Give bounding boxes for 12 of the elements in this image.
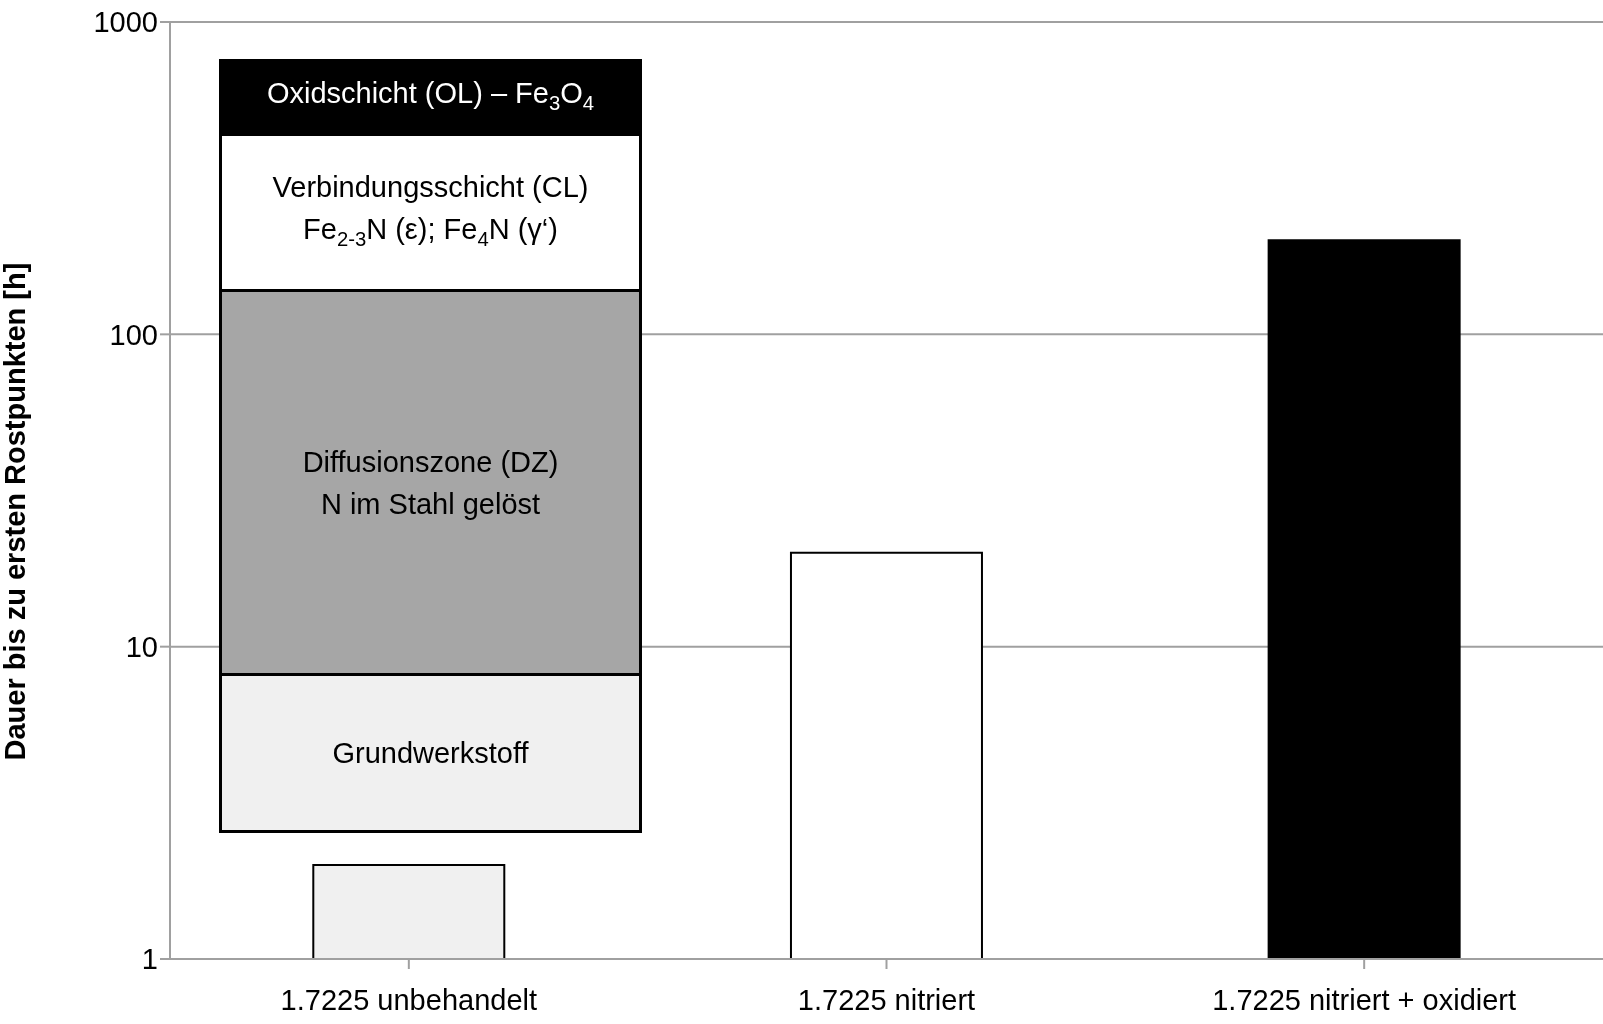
annotation: Grundwerkstoff <box>332 737 529 769</box>
annotation: Oxidschicht (OL) – Fe$_{3}$O$_{4}$ <box>266 76 595 114</box>
x-tick-label: 1.7225 nitriert <box>797 983 976 1016</box>
y-tick-label: 10 <box>125 630 158 663</box>
y-tick-label: 100 <box>109 318 158 351</box>
x-tick-label: 1.7225 unbehandelt <box>280 983 538 1016</box>
annotation: Verbindungsschicht (CL) Fe$_{2-3}$N (ε); Fe$_{4}$N (γ‘) <box>272 170 589 250</box>
annotation: Diffusionszone (DZ) N im Stahl gelöst <box>302 445 559 520</box>
y-tick-label: 1000 <box>93 6 158 39</box>
y-axis-title: Dauer bis zu ersten Rostpunkten [h] <box>0 262 32 761</box>
y-tick-label: 1 <box>141 943 158 976</box>
x-tick-label: 1.7225 nitriert + oxidiert <box>1212 983 1517 1016</box>
